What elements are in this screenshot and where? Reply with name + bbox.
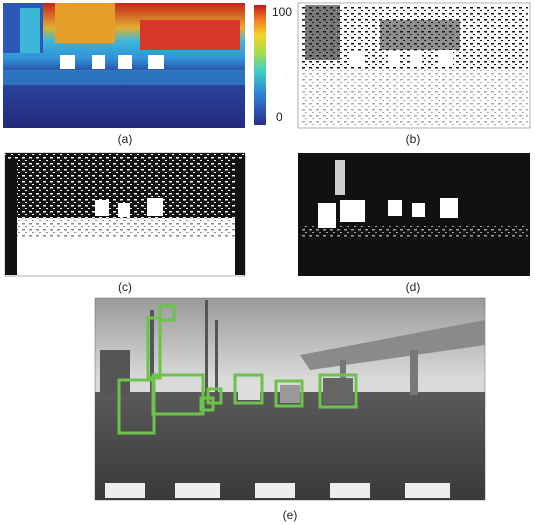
figure: 100 0 (a) (b) (c) (d) xyxy=(0,0,535,525)
colorbar-min-label: 0 xyxy=(276,110,283,124)
panel-label: (d) xyxy=(406,280,421,294)
colorbar-max-label: 100 xyxy=(272,5,292,19)
panel-label: (b) xyxy=(406,132,421,146)
colorbar xyxy=(254,5,266,125)
panel-a xyxy=(3,3,245,128)
panel-d xyxy=(298,153,530,276)
panel-label: (a) xyxy=(118,132,133,146)
panel-label: (e) xyxy=(283,508,298,522)
panel-b xyxy=(298,3,530,128)
panel-label: (c) xyxy=(118,280,132,294)
panel-c xyxy=(5,153,245,276)
panel-e xyxy=(95,298,485,500)
